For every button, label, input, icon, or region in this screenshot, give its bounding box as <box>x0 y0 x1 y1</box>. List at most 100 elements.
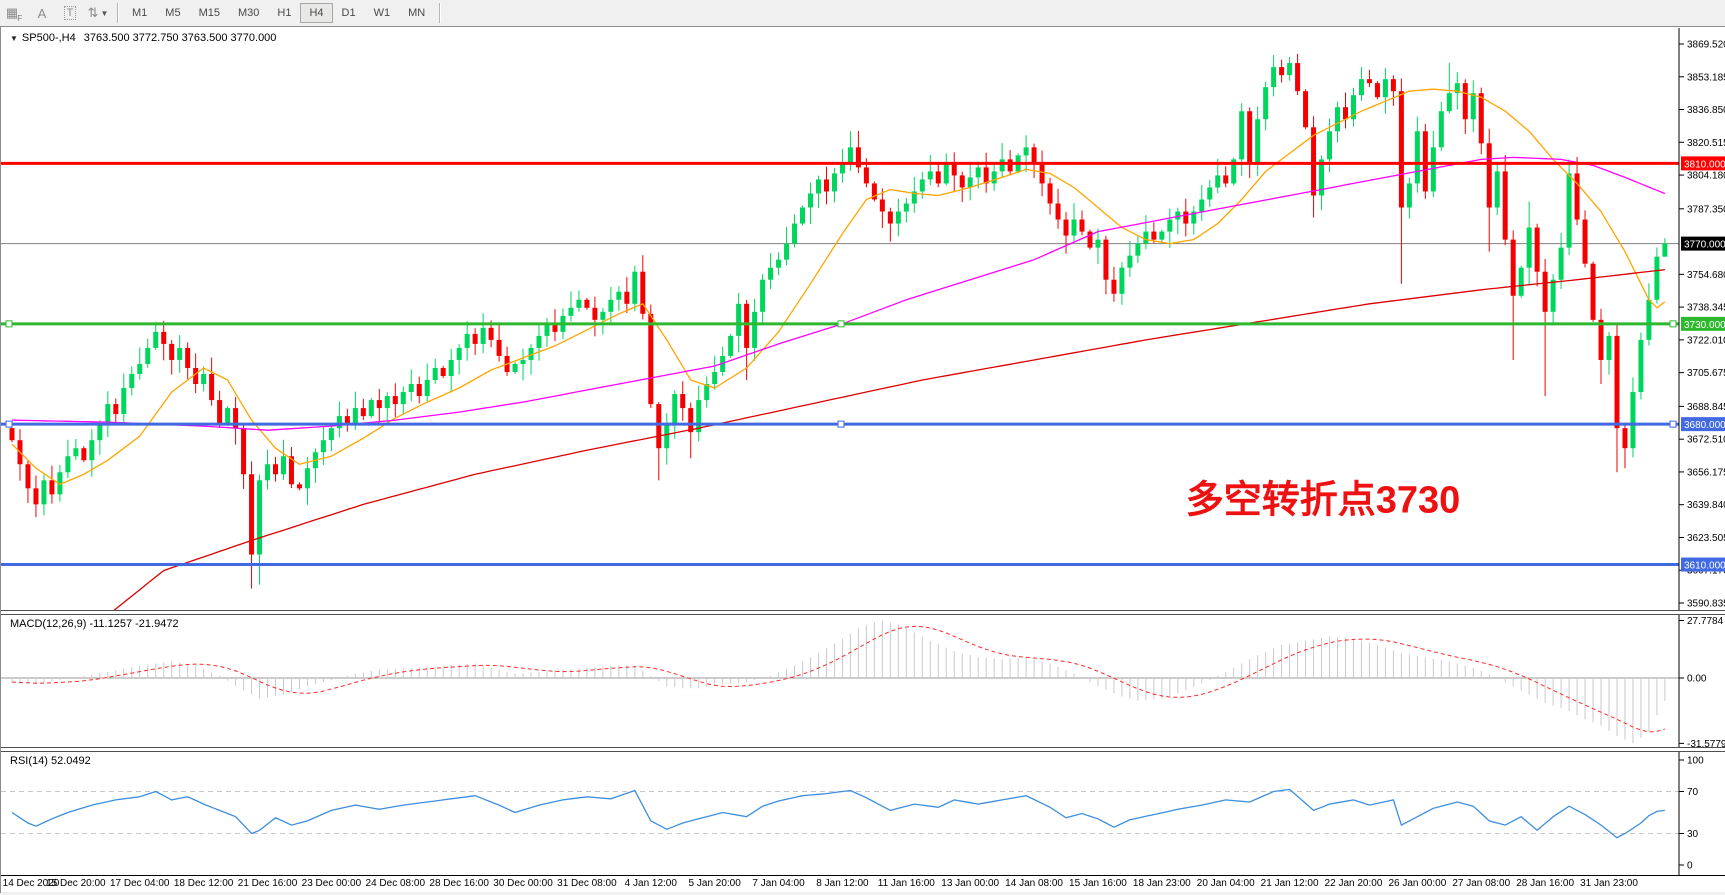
timeframe-button-m5[interactable]: M5 <box>165 7 181 19</box>
hline-handle[interactable] <box>1669 420 1677 428</box>
price-chart-panel[interactable]: 3869.520 3853.185 3836.850 3820.515 3804.180… <box>1 28 1725 610</box>
rsi-label: RSI(14) 52.0492 <box>10 755 91 767</box>
svg-text:3810.000: 3810.000 <box>1684 159 1725 170</box>
current-price-badge <box>1681 236 1725 251</box>
rsi-canvas[interactable]: 100 70 30 0 <box>1 752 1725 875</box>
timeframe-button-mn[interactable]: MN <box>408 7 426 19</box>
hline-handle[interactable] <box>837 320 845 328</box>
rsi-axis-tick: 70 <box>1687 787 1699 798</box>
ma-fast-orange <box>11 88 1666 486</box>
macd-canvas[interactable]: 27.7784 0.00 -31.5779 <box>1 615 1725 747</box>
date-axis[interactable]: 14 Dec 2020 15 Dec 20:00 17 Dec 04:00 18 De… <box>1 875 1725 892</box>
date-axis-label: 17 Dec 04:00 <box>110 878 170 889</box>
svg-text:3730.000: 3730.000 <box>1684 320 1725 331</box>
price-axis-tick: 3623.505 <box>1687 533 1725 544</box>
rsi-axis-tick: 0 <box>1687 861 1693 872</box>
timeframe-button-m30[interactable]: M30 <box>237 7 260 19</box>
price-axis-tick: 3738.345 <box>1687 303 1725 314</box>
panel-splitter[interactable] <box>1 610 1725 615</box>
macd-axis-tick: 27.7784 <box>1687 616 1724 627</box>
timeframe-button-w1[interactable]: W1 <box>373 7 391 19</box>
rsi-panel[interactable]: 100 70 30 0 <box>1 752 1725 875</box>
macd-axis-tick: 0.00 <box>1687 674 1707 685</box>
date-axis-label: 23 Dec 00:00 <box>301 878 362 889</box>
ma-slow-red <box>113 269 1665 610</box>
toolbar-separator <box>117 3 118 23</box>
panel-splitter[interactable] <box>1 747 1725 752</box>
date-axis-label: 13 Jan 00:00 <box>941 878 1000 889</box>
timeframe-button-m15[interactable]: M15 <box>198 7 220 19</box>
price-axis-tick: 3722.010 <box>1687 335 1725 346</box>
date-axis-label: 31 Jan 23:00 <box>1580 878 1638 889</box>
date-axis-label: 18 Jan 23:00 <box>1132 878 1191 889</box>
price-axis-tick: 3804.180 <box>1687 171 1725 182</box>
macd-panel[interactable]: 27.7784 0.00 -31.5779 <box>1 615 1725 747</box>
timeframe-button-h4[interactable]: H4 <box>300 3 333 23</box>
macd-histogram <box>11 620 1666 744</box>
date-axis-label: 30 Dec 00:00 <box>493 878 553 889</box>
price-chart-canvas[interactable]: 3869.520 3853.185 3836.850 3820.515 3804.180… <box>1 28 1725 610</box>
date-axis-label: 18 Dec 12:00 <box>173 878 234 889</box>
price-axis-tick: 3672.510 <box>1687 435 1725 446</box>
chart-ohlc-values: 3763.500 3772.750 3763.500 3770.000 <box>83 32 277 44</box>
price-badge <box>1681 557 1725 572</box>
svg-text:3610.000: 3610.000 <box>1684 561 1725 572</box>
price-axis-tick: 3639.840 <box>1687 500 1725 511</box>
window-bottom-edge <box>1 892 1725 893</box>
date-axis-label: 26 Jan 00:00 <box>1388 878 1447 889</box>
date-axis-label: 11 Jan 16:00 <box>877 878 935 889</box>
date-axis-label: 31 Dec 08:00 <box>557 878 617 889</box>
date-axis-label: 15 Dec 20:00 <box>46 878 106 889</box>
price-badge <box>1681 316 1725 331</box>
date-axis-label: 28 Jan 16:00 <box>1516 878 1575 889</box>
rsi-axis-tick: 100 <box>1687 756 1704 767</box>
chart-window[interactable]: 3869.520 3853.185 3836.850 3820.515 3804.180… <box>0 26 1725 893</box>
date-axis-label: 15 Jan 16:00 <box>1069 878 1127 889</box>
drawing-tools-group: ▦ F A T ⇅ ▼ <box>0 3 112 23</box>
hline-handle[interactable] <box>1669 320 1677 328</box>
hline-handle[interactable] <box>5 420 13 428</box>
date-axis-label: 21 Dec 16:00 <box>237 878 298 889</box>
timeframe-button-h1[interactable]: H1 <box>277 7 292 19</box>
sort-arrows-icon[interactable]: ⇅ ▼ <box>87 5 109 20</box>
date-axis-label: 5 Jan 20:00 <box>688 878 741 889</box>
price-axis-tick: 3820.515 <box>1687 138 1725 149</box>
chart-title: ▼ SP500-,H4 3763.500 3772.750 3763.500 377… <box>10 32 276 44</box>
date-axis-label: 24 Dec 08:00 <box>365 878 426 889</box>
timeframe-group: M1 M5 M15 M30 H1 H4 D1 W1 MN <box>123 3 434 23</box>
price-axis-tick: 3836.850 <box>1687 105 1725 116</box>
date-axis-label: 14 Jan 08:00 <box>1005 878 1063 889</box>
candles <box>9 53 1668 589</box>
macd-axis-tick: -31.5779 <box>1687 739 1725 747</box>
label-a-icon[interactable]: A <box>37 5 47 21</box>
date-axis-label: 21 Jan 12:00 <box>1260 878 1319 889</box>
hline-handle[interactable] <box>5 320 13 328</box>
rsi-axis-tick: 30 <box>1687 829 1699 840</box>
timeframe-button-d1[interactable]: D1 <box>341 7 356 19</box>
price-axis-tick: 3656.175 <box>1687 467 1725 478</box>
toolbar-separator <box>439 3 441 23</box>
hline-handle[interactable] <box>837 420 845 428</box>
price-axis-tick: 3869.520 <box>1687 40 1725 51</box>
price-axis-tick: 3754.680 <box>1687 270 1725 281</box>
timeframe-button-m1[interactable]: M1 <box>132 7 148 19</box>
price-axis-tick: 3688.845 <box>1687 402 1725 413</box>
top-toolbar: ▦ F A T ⇅ ▼ M1 M5 M15 M30 H1 H4 D1 W1 MN <box>0 0 1725 27</box>
annotation-text[interactable]: 多空转折点3730 <box>1186 479 1461 521</box>
price-axis-tick: 3787.350 <box>1687 204 1725 215</box>
price-badge <box>1681 417 1725 432</box>
date-axis-label: 22 Jan 20:00 <box>1324 878 1383 889</box>
text-box-icon[interactable]: T <box>57 3 83 23</box>
svg-text:3680.000: 3680.000 <box>1684 420 1725 431</box>
chart-symbol-timeframe: SP500-,H4 <box>21 32 76 44</box>
rsi-line <box>11 788 1665 839</box>
indicator-grid-icon[interactable]: ▦ F <box>5 5 23 23</box>
price-axis-tick: 3705.675 <box>1687 368 1725 379</box>
date-axis-label: 4 Jan 12:00 <box>624 878 677 889</box>
price-badge <box>1681 156 1725 171</box>
date-axis-label: 8 Jan 12:00 <box>816 878 869 889</box>
svg-text:3770.000: 3770.000 <box>1684 240 1725 251</box>
date-axis-label: 28 Dec 16:00 <box>429 878 489 889</box>
chart-dropdown-icon[interactable]: ▼ <box>10 34 18 43</box>
